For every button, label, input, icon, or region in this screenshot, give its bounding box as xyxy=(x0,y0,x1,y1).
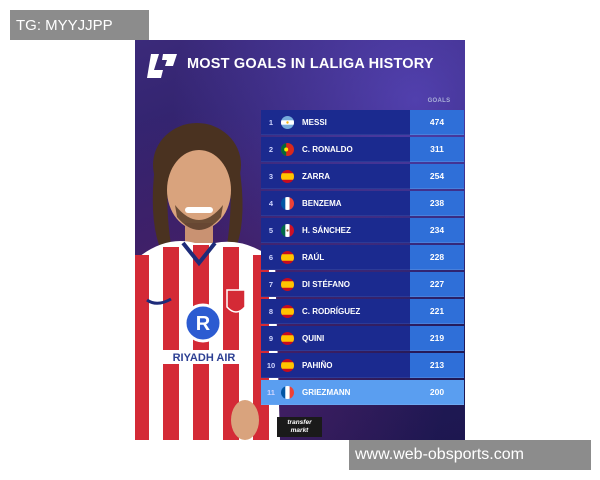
mexico-flag-icon xyxy=(281,223,294,237)
france-flag-icon xyxy=(281,196,294,210)
row-player-cell: 5 H. SÁNCHEZ xyxy=(261,218,410,243)
svg-text:R: R xyxy=(196,313,211,335)
table-row: 2 C. RONALDO 311 xyxy=(261,137,464,162)
transfermarkt-logo: transfer markt xyxy=(277,417,322,437)
row-rank: 2 xyxy=(268,144,274,154)
table-row: 9 QUINI 219 xyxy=(261,326,464,351)
portugal-flag-icon xyxy=(281,142,294,156)
table-row: 3 ZARRA 254 xyxy=(261,164,464,189)
row-player-name: BENZEMA xyxy=(302,198,342,208)
row-goals-value: 213 xyxy=(410,353,464,378)
row-player-name: ZARRA xyxy=(302,171,330,181)
row-player-cell: 6 RAÚL xyxy=(261,245,410,270)
row-goals-value: 227 xyxy=(410,272,464,297)
argentina-flag-icon xyxy=(281,115,294,129)
row-rank: 3 xyxy=(268,171,274,181)
row-player-cell: 9 QUINI xyxy=(261,326,410,351)
row-rank: 1 xyxy=(268,117,274,127)
table-row: 1 MESSI 474 xyxy=(261,110,464,135)
row-player-cell: 3 ZARRA xyxy=(261,164,410,189)
laliga-logo-icon xyxy=(147,54,177,78)
spain-flag-icon xyxy=(281,169,294,183)
row-goals-value: 219 xyxy=(410,326,464,351)
table-row: 5 H. SÁNCHEZ 234 xyxy=(261,218,464,243)
row-player-name: C. RONALDO xyxy=(302,144,353,154)
row-player-cell: 10 PAHIÑO xyxy=(261,353,410,378)
row-goals-value: 474 xyxy=(410,110,464,135)
row-player-name: PAHIÑO xyxy=(302,360,333,370)
row-goals-value: 221 xyxy=(410,299,464,324)
table-row: 6 RAÚL 228 xyxy=(261,245,464,270)
row-rank: 4 xyxy=(268,198,274,208)
spain-flag-icon xyxy=(281,304,294,318)
poster-title: MOST GOALS IN LALIGA HISTORY xyxy=(187,56,434,72)
row-player-cell: 4 BENZEMA xyxy=(261,191,410,216)
row-player-name: MESSI xyxy=(302,117,327,127)
spain-flag-icon xyxy=(281,358,294,372)
row-goals-value: 234 xyxy=(410,218,464,243)
row-player-cell: 8 C. RODRÍGUEZ xyxy=(261,299,410,324)
row-rank: 8 xyxy=(268,306,274,316)
table-row: 10 PAHIÑO 213 xyxy=(261,353,464,378)
row-rank: 9 xyxy=(268,333,274,343)
table-row: 8 C. RODRÍGUEZ 221 xyxy=(261,299,464,324)
row-rank: 11 xyxy=(267,387,275,397)
france-flag-icon xyxy=(281,385,294,399)
row-rank: 5 xyxy=(268,225,274,235)
row-goals-value: 254 xyxy=(410,164,464,189)
row-player-name: C. RODRÍGUEZ xyxy=(302,306,361,316)
table-row: 7 DI STÉFANO 227 xyxy=(261,272,464,297)
row-player-name: QUINI xyxy=(302,333,325,343)
transfermarkt-logo-line1: transfer xyxy=(287,419,312,426)
spain-flag-icon xyxy=(281,331,294,345)
goals-column-header: GOALS xyxy=(427,98,451,104)
watermark-telegram: TG: MYYJJPP xyxy=(10,10,149,40)
row-rank: 10 xyxy=(266,360,276,370)
row-player-cell: 7 DI STÉFANO xyxy=(261,272,410,297)
row-player-cell: 1 MESSI xyxy=(261,110,410,135)
row-rank: 7 xyxy=(268,279,274,289)
spain-flag-icon xyxy=(281,277,294,291)
row-goals-value: 238 xyxy=(410,191,464,216)
watermark-website: www.web-obsports.com xyxy=(349,440,591,470)
laliga-top-scorers-poster: MOST GOALS IN LALIGA HISTORY R RIYADH AI… xyxy=(135,40,465,440)
player-illustration: R RIYADH AIR xyxy=(135,123,280,440)
row-player-name: H. SÁNCHEZ xyxy=(302,225,351,235)
table-row: 11 GRIEZMANN 200 xyxy=(261,380,464,405)
jersey-sponsor-text: RIYADH AIR xyxy=(173,352,236,364)
transfermarkt-logo-line2: markt xyxy=(290,427,309,434)
row-goals-value: 311 xyxy=(410,137,464,162)
row-player-name: GRIEZMANN xyxy=(302,387,351,397)
table-row: 4 BENZEMA 238 xyxy=(261,191,464,216)
row-goals-value: 200 xyxy=(410,380,464,405)
row-player-cell: 2 C. RONALDO xyxy=(261,137,410,162)
row-player-name: DI STÉFANO xyxy=(302,279,351,289)
row-rank: 6 xyxy=(268,252,274,262)
row-player-cell: 11 GRIEZMANN xyxy=(261,380,410,405)
row-player-name: RAÚL xyxy=(302,252,325,262)
row-goals-value: 228 xyxy=(410,245,464,270)
spain-flag-icon xyxy=(281,250,294,264)
